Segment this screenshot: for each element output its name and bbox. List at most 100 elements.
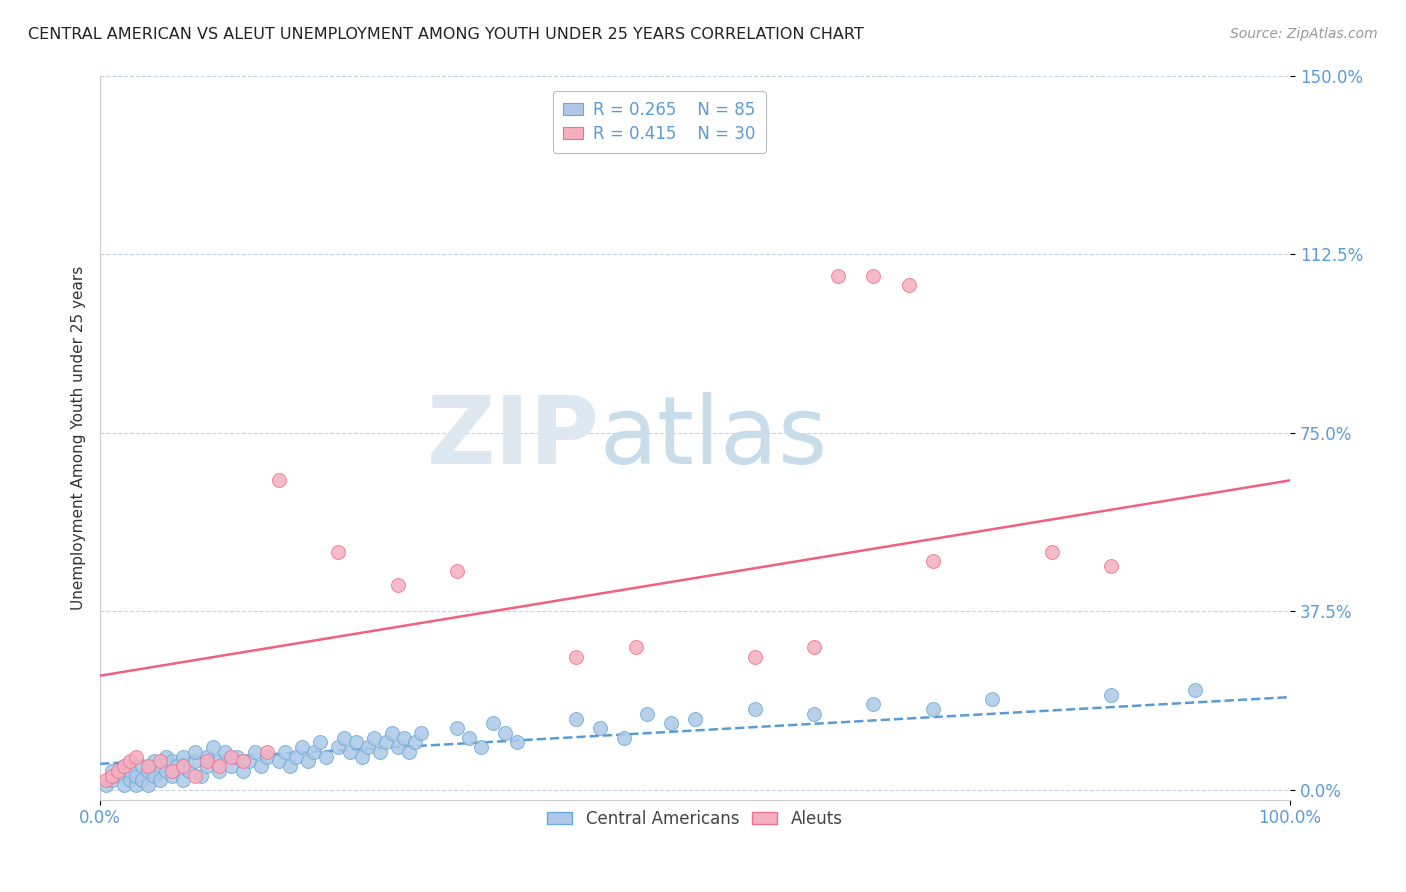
Point [195,749,218,764]
Point [404,735,426,749]
Point [565,712,588,726]
Point [160,755,183,769]
Point [149,773,172,788]
Point [381,726,404,740]
Point [344,735,367,749]
Point [160,769,183,783]
Point [208,755,231,769]
Point [744,649,766,664]
Point [350,749,373,764]
Point [136,759,159,773]
Point [101,773,124,788]
Point [309,735,332,749]
Point [333,731,356,745]
Point [112,759,135,773]
Point [190,769,212,783]
Point [368,745,391,759]
Point [249,759,271,773]
Point [184,769,207,783]
Point [149,759,172,773]
Point [981,692,1004,706]
Point [387,578,409,592]
Point [142,769,165,783]
Point [179,764,201,778]
Point [326,545,349,559]
Point [172,749,194,764]
Point [208,759,231,773]
Point [1184,683,1206,698]
Point [326,740,349,755]
Point [357,740,380,755]
Point [172,759,194,773]
Point [195,755,218,769]
Point [155,764,177,778]
Point [297,755,319,769]
Point [214,745,236,759]
Point [387,740,409,755]
Point [219,759,242,773]
Point [446,721,468,735]
Point [683,712,706,726]
Point [898,278,921,293]
Text: ZIP: ZIP [427,392,600,483]
Point [136,778,159,792]
Point [659,716,682,731]
Point [803,706,825,721]
Point [636,706,658,721]
Point [118,764,141,778]
Point [184,745,207,759]
Point [470,740,492,755]
Point [184,755,207,769]
Point [481,716,503,731]
Point [166,759,188,773]
Point [862,268,884,283]
Text: Source: ZipAtlas.com: Source: ZipAtlas.com [1230,27,1378,41]
Point [1099,559,1122,574]
Point [243,745,266,759]
Point [149,755,172,769]
Point [232,755,254,769]
Point [125,778,148,792]
Point [374,735,396,749]
Point [125,749,148,764]
Point [112,778,135,792]
Point [118,773,141,788]
Point [398,745,420,759]
Point [101,769,124,783]
Point [458,731,481,745]
Point [624,640,647,654]
Point [862,698,884,712]
Point [160,764,183,778]
Y-axis label: Unemployment Among Youth under 25 years: Unemployment Among Youth under 25 years [72,266,86,609]
Point [131,759,153,773]
Point [107,764,129,778]
Point [363,731,385,745]
Point [136,764,159,778]
Point [208,764,231,778]
Point [219,749,242,764]
Text: atlas: atlas [600,392,828,483]
Point [803,640,825,654]
Point [1040,545,1063,559]
Point [411,726,433,740]
Text: CENTRAL AMERICAN VS ALEUT UNEMPLOYMENT AMONG YOUTH UNDER 25 YEARS CORRELATION CH: CENTRAL AMERICAN VS ALEUT UNEMPLOYMENT A… [28,27,863,42]
Point [589,721,612,735]
Point [172,773,194,788]
Point [232,764,254,778]
Point [392,731,415,745]
Point [101,764,124,778]
Point [195,759,218,773]
Point [291,740,314,755]
Point [315,749,337,764]
Point [285,749,308,764]
Point [1099,688,1122,702]
Point [280,759,302,773]
Point [339,745,361,759]
Point [94,773,117,788]
Point [446,564,468,578]
Point [267,474,290,488]
Point [267,755,290,769]
Point [922,554,945,568]
Point [256,749,278,764]
Point [155,749,177,764]
